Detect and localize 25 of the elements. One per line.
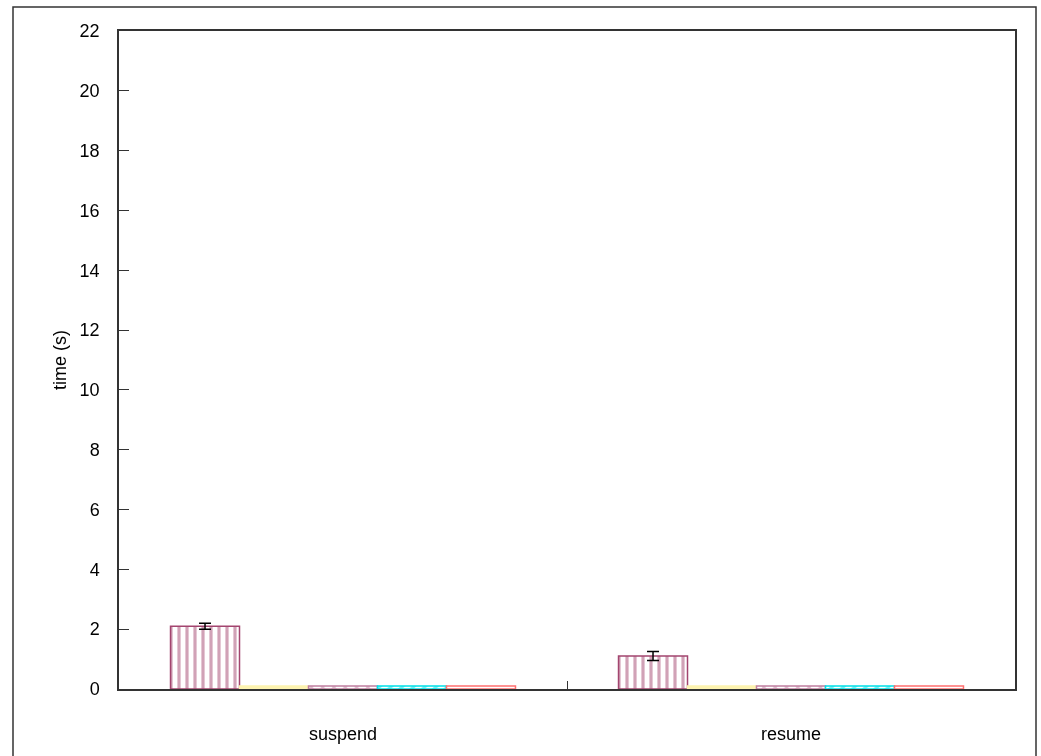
x-tick-label: suspend: [308, 724, 378, 745]
bar: [824, 685, 896, 689]
x-tick-label: resume: [760, 724, 822, 745]
y-tick-label: 0: [89, 679, 100, 700]
bar: [169, 625, 241, 689]
y-tick-label: 10: [79, 380, 100, 401]
bar: [893, 685, 965, 689]
bar: [617, 655, 689, 689]
y-tick-label: 8: [89, 440, 100, 461]
bar: [755, 685, 827, 689]
y-tick-label: 22: [79, 21, 100, 42]
bar: [376, 685, 448, 689]
y-tick-label: 12: [79, 320, 100, 341]
y-tick-label: 2: [89, 619, 100, 640]
y-axis-title: time (s): [50, 330, 71, 390]
y-tick-label: 6: [89, 499, 100, 520]
y-tick-label: 18: [79, 140, 100, 161]
bar: [238, 685, 310, 689]
y-tick-label: 4: [89, 559, 100, 580]
bar: [307, 685, 379, 689]
bar: [686, 685, 758, 689]
y-tick-label: 16: [79, 200, 100, 221]
y-tick-label: 14: [79, 260, 100, 281]
bar: [445, 685, 517, 689]
y-tick-label: 20: [79, 81, 100, 102]
